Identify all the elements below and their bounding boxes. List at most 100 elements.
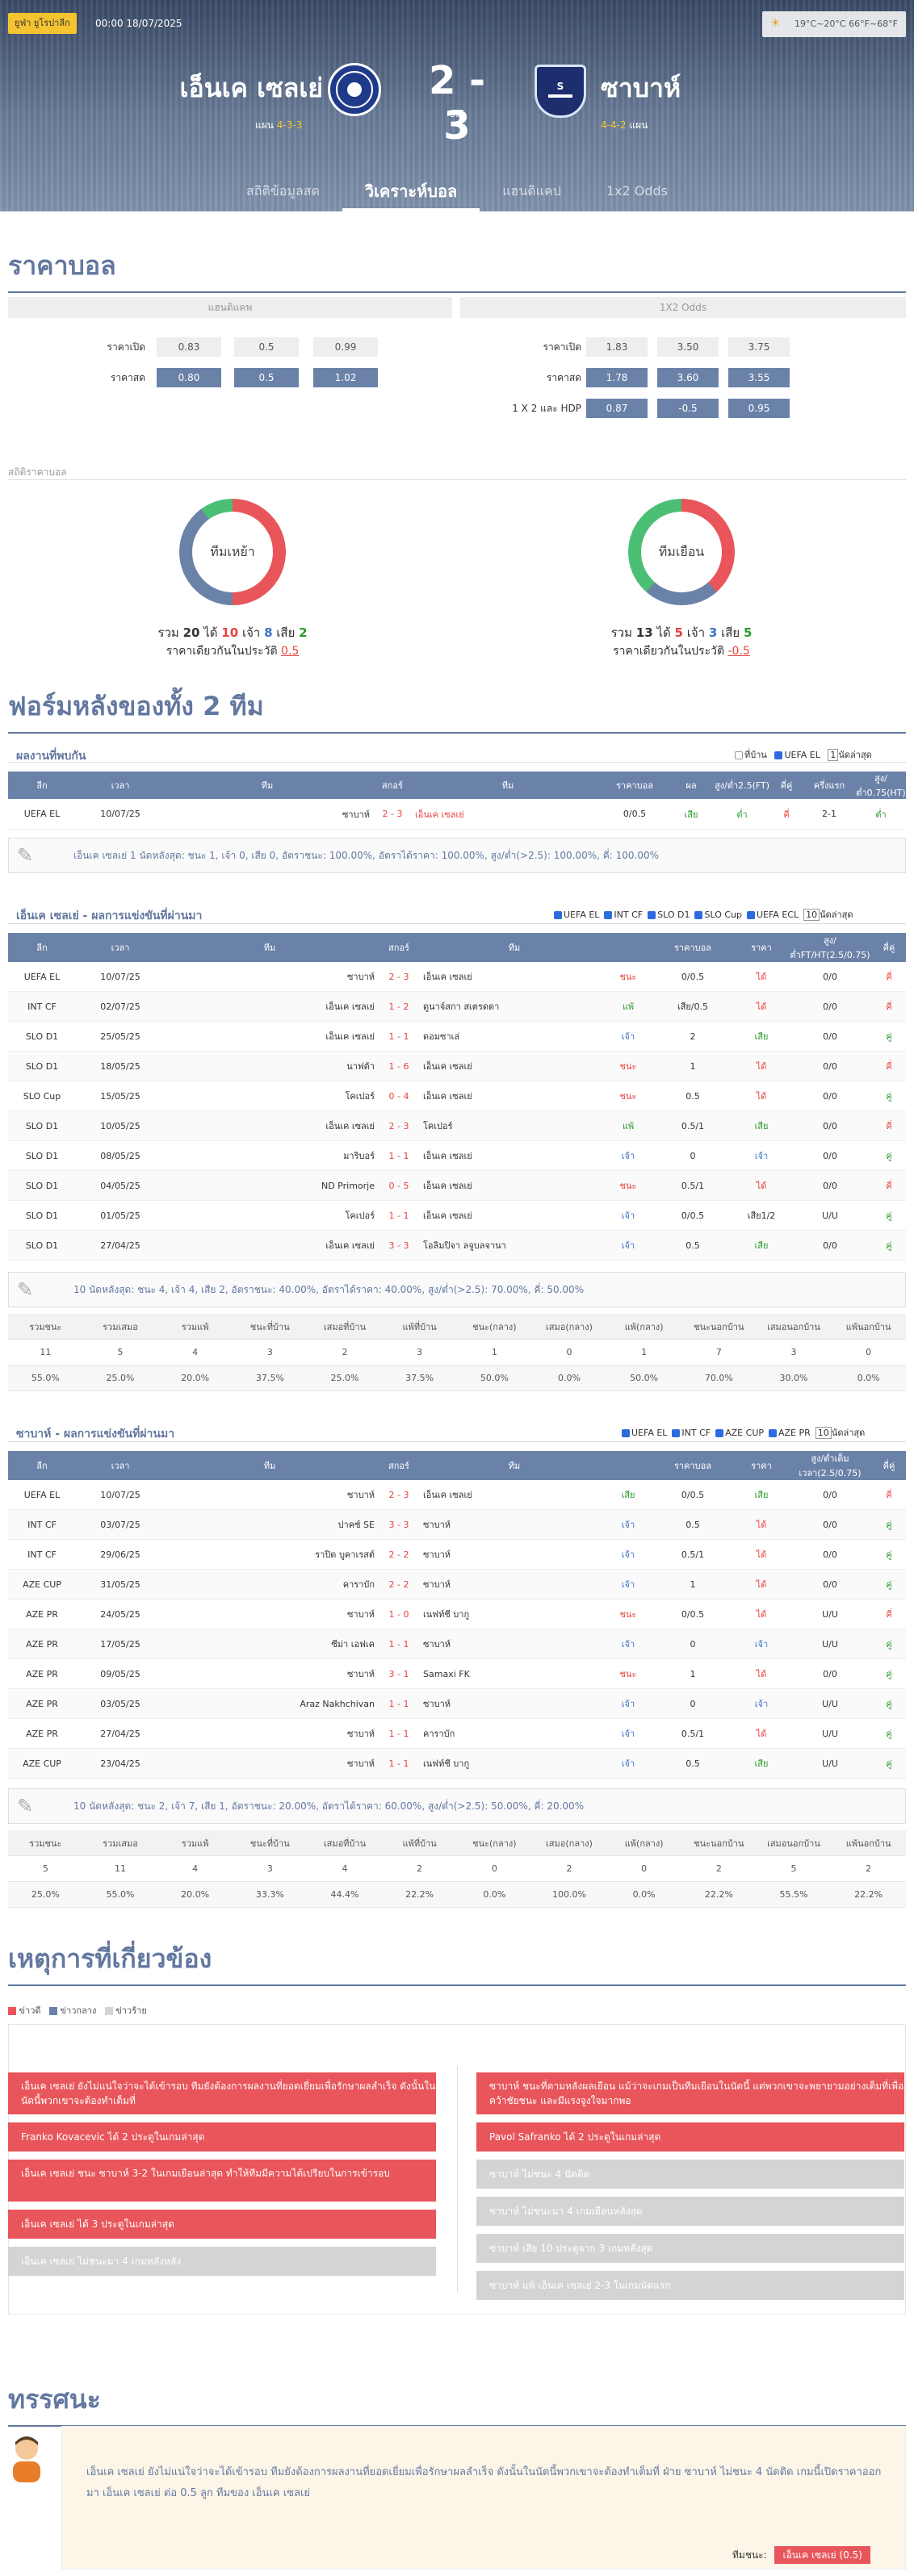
column-header[interactable]: สูง/ต่ำ2.5(FT) <box>714 780 770 791</box>
table-row[interactable]: AZE PR 27/04/25 ซาบาห์ 1 - 1 คาราบัก เจ้า 0.5/… <box>8 1719 906 1749</box>
column-header[interactable]: ลีก <box>36 943 48 953</box>
table-cell[interactable]: ซาบาห์ <box>423 1549 451 1560</box>
count-select[interactable]: 1 <box>828 749 839 761</box>
column-header[interactable]: ราคาบอล <box>674 943 711 953</box>
table-cell[interactable]: ดูนาจ์สกา สเตรดดา <box>423 1002 500 1012</box>
filter-label[interactable]: UEFA ECL <box>756 910 799 920</box>
filter-label[interactable]: SLO D1 <box>657 910 690 920</box>
table-cell[interactable]: ดอมซาเล่ <box>423 1031 460 1042</box>
table-cell[interactable]: คาราบัก <box>423 1729 455 1739</box>
table-cell[interactable]: ซาบาห์ <box>346 1490 375 1500</box>
column-header[interactable]: คี่คู่ <box>883 1461 895 1471</box>
odds-cell[interactable]: 1.83 <box>586 337 648 357</box>
table-cell[interactable]: เอ็นเค เซลเย่ <box>325 1240 375 1251</box>
filter-label[interactable]: UEFA EL <box>784 750 820 760</box>
event-item[interactable]: ซาบาห์ ไม่ชนะมา 4 เกมเยือนหลังสุด <box>476 2197 904 2226</box>
tab-live-stats[interactable]: สถิติข้อมูลสด <box>246 183 320 199</box>
checkbox-icon[interactable] <box>622 1429 630 1437</box>
filter-label[interactable]: SLO Cup <box>704 910 742 920</box>
column-header[interactable]: สูง/ต่ำ0.75(HT) <box>856 773 906 798</box>
table-row[interactable]: AZE CUP 31/05/25 คาราบัก 2 - 2 ซาบาห์ เจ้า 1 ได… <box>8 1570 906 1600</box>
checkbox-icon[interactable] <box>604 911 613 919</box>
filter-label[interactable]: INT CF <box>681 1428 711 1438</box>
table-cell[interactable]: นาฟต้า <box>346 1061 375 1072</box>
table-cell[interactable]: โคเปอร์ <box>423 1121 453 1131</box>
column-header[interactable]: ราคา <box>751 1461 772 1471</box>
table-cell[interactable]: เอ็นเค เซลเย่ <box>325 1002 375 1012</box>
table-cell[interactable]: เอ็นเค เซลเย่ <box>325 1121 375 1131</box>
table-cell[interactable]: คาราบัก <box>342 1579 375 1590</box>
checkbox-icon[interactable] <box>769 1429 777 1437</box>
table-row[interactable]: SLO D1 08/05/25 มาริบอร์ 1 - 1 เอ็นเค เซลเย่… <box>8 1141 906 1171</box>
odds-cell[interactable]: 0.5 <box>234 337 299 357</box>
checkbox-icon[interactable] <box>746 911 755 919</box>
column-header[interactable]: ทีม <box>508 943 521 953</box>
table-row[interactable]: AZE PR 17/05/25 ซีม่า เอฟเค 1 - 1 ซาบาห์ เจ้า… <box>8 1629 906 1659</box>
filter-label[interactable]: UEFA EL <box>631 1428 668 1438</box>
table-cell[interactable]: เอ็นเค เซลเย่ <box>423 1490 472 1500</box>
column-header[interactable] <box>606 933 651 962</box>
table-cell[interactable]: ราปิด บูคาเรสต์ <box>315 1549 375 1560</box>
table-row[interactable]: INT CF 02/07/25 เอ็นเค เซลเย่ 1 - 2 ดูนาจ์สก… <box>8 992 906 1022</box>
count-select[interactable]: 10 <box>815 1427 832 1439</box>
table-cell[interactable]: ปาคซ์ SE <box>338 1520 375 1530</box>
count-select[interactable]: 10 <box>803 909 820 921</box>
odds-cell[interactable]: 1.78 <box>586 368 648 387</box>
table-cell[interactable]: มาริบอร์ <box>343 1151 375 1161</box>
table-row[interactable]: AZE PR 24/05/25 ซาบาห์ 1 - 0 เนฟท์ชี บากู ชนะ… <box>8 1600 906 1629</box>
table-row[interactable]: AZE CUP 23/04/25 ซาบาห์ 1 - 1 เนฟท์ชี บากู เจ… <box>8 1749 906 1779</box>
event-item[interactable]: Franko Kovacevic ได้ 2 ประตูในเกมล่าสุด <box>8 2122 436 2152</box>
checkbox-icon[interactable] <box>715 1429 724 1437</box>
column-header[interactable]: ทีม <box>501 780 514 791</box>
table-cell[interactable]: โคเปอร์ <box>345 1091 375 1102</box>
filter-label[interactable]: ที่บ้าน <box>744 750 767 760</box>
table-cell[interactable]: ซาบาห์ <box>346 1729 375 1739</box>
column-header[interactable]: สูง/ต่ำเต็มเวลา(2.5/0.75) <box>799 1453 862 1478</box>
checkbox-icon[interactable] <box>694 911 703 919</box>
table-cell[interactable]: เนฟท์ชี บากู <box>423 1609 470 1620</box>
odds-cell[interactable]: 3.50 <box>657 337 719 357</box>
table-row[interactable]: INT CF 03/07/25 ปาคซ์ SE 3 - 3 ซาบาห์ เจ้า 0.5… <box>8 1510 906 1540</box>
event-item[interactable]: เอ็นเค เซลเย่ ชนะ ซาบาห์ 3-2 ในเกมเยือนล… <box>8 2160 436 2202</box>
table-cell[interactable]: ซาบาห์ <box>423 1579 451 1590</box>
odds-cell[interactable]: 0.87 <box>586 399 648 418</box>
table-cell[interactable]: ซาบาห์ <box>346 1609 375 1620</box>
tab-handicap[interactable]: แฮนดิแคป <box>502 183 561 199</box>
home-team-crest[interactable] <box>328 63 381 116</box>
column-header[interactable]: เวลา <box>111 943 130 953</box>
column-header[interactable]: สกอร์ <box>388 1461 409 1471</box>
odds-cell[interactable]: 3.55 <box>728 368 790 387</box>
checkbox-icon[interactable] <box>648 911 656 919</box>
filter-label[interactable]: UEFA EL <box>564 910 600 920</box>
column-header[interactable]: สกอร์ <box>388 943 409 953</box>
table-row[interactable]: SLO D1 27/04/25 เอ็นเค เซลเย่ 3 - 3 โอลิมปิจ… <box>8 1231 906 1261</box>
table-row[interactable]: AZE PR 03/05/25 Araz Nakhchivan 1 - 1 ซาบาห์… <box>8 1689 906 1719</box>
column-header[interactable]: เวลา <box>111 780 130 791</box>
column-header[interactable]: ทีม <box>261 780 274 791</box>
checkbox-icon[interactable] <box>672 1429 681 1437</box>
odds-cell[interactable]: 1.02 <box>313 368 378 387</box>
table-row[interactable]: SLO D1 10/05/25 เอ็นเค เซลเย่ 2 - 3 โคเปอร์ แ… <box>8 1111 906 1141</box>
column-header[interactable]: ทีม <box>263 1461 276 1471</box>
event-item[interactable]: ซาบาห์ ชนะที่ตามหลังผลเยือน แม้ว่าจะเกมเ… <box>476 2072 904 2114</box>
tab-analysis[interactable]: วิเคราะห์บอล <box>342 171 480 211</box>
column-header[interactable]: สูง/ต่ำFT/HT(2.5/0.75) <box>790 935 870 960</box>
same-value[interactable]: -0.5 <box>727 645 750 658</box>
table-cell[interactable]: โอลิมปิจา ลจูบลจานา <box>423 1240 506 1251</box>
table-row[interactable]: INT CF 29/06/25 ราปิด บูคาเรสต์ 2 - 2 ซาบาห์… <box>8 1540 906 1570</box>
odds-cell[interactable]: 0.99 <box>313 337 378 357</box>
column-header[interactable]: ลีก <box>36 1461 48 1471</box>
pick-badge[interactable]: เอ็นเค เซลเย่ (0.5) <box>774 2546 870 2564</box>
odds-cell[interactable]: 0.95 <box>728 399 790 418</box>
table-cell[interactable]: ซีม่า เอฟเค <box>331 1639 375 1650</box>
odds-cell[interactable]: 0.80 <box>157 368 221 387</box>
table-row[interactable]: UEFA EL 10/07/25 ซาบาห์ 2 - 3 เอ็นเค เซลเย่ เ… <box>8 1480 906 1510</box>
checkbox-icon[interactable] <box>735 751 743 759</box>
table-cell[interactable]: เนฟท์ชี บากู <box>423 1758 470 1769</box>
table-row[interactable]: AZE PR 09/05/25 ซาบาห์ 3 - 1 Samaxi FK ชนะ 1 ได… <box>8 1659 906 1689</box>
odds-cell[interactable]: -0.5 <box>657 399 719 418</box>
table-cell[interactable]: ซาบาห์ <box>346 1669 375 1679</box>
filter-label[interactable]: INT CF <box>614 910 644 920</box>
column-header[interactable]: สกอร์ <box>382 780 403 791</box>
table-cell[interactable]: ซาบาห์ <box>423 1520 451 1530</box>
